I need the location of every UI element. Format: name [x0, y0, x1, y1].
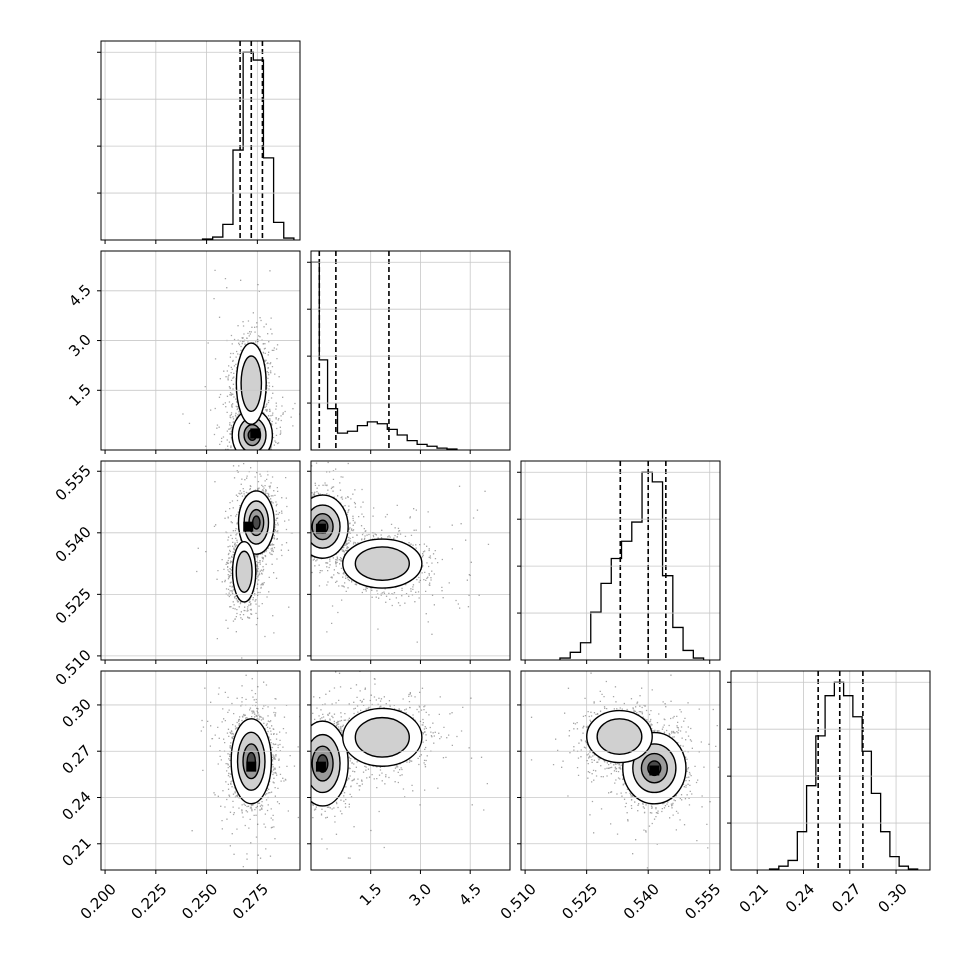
density-contour — [235, 550, 253, 594]
x-tick-label: 0.540 — [620, 880, 663, 923]
axes-frame — [730, 670, 931, 871]
x-tick-label: 4.5 — [455, 880, 485, 910]
histogram-step — [768, 681, 919, 870]
x-tick-label: 0.510 — [497, 880, 540, 923]
axes-frame — [310, 670, 511, 871]
axes-frame — [100, 250, 301, 451]
hist-panel-p0 — [97, 40, 301, 244]
y-tick-label: 0.555 — [52, 461, 95, 504]
plot-area — [311, 461, 490, 643]
plot-area — [311, 671, 488, 859]
y-tick-label: 0.24 — [58, 788, 94, 824]
y-tick-label: 0.525 — [52, 584, 95, 627]
scatter-panel-p0-p3: 0.21 0.24 0.27 0.30 0.200 0.225 0.250 0.275 — [58, 670, 301, 923]
axes-frame — [520, 460, 721, 661]
y-tick-label: 4.5 — [65, 281, 95, 311]
density-contour — [354, 546, 410, 581]
x-tick-label: 0.21 — [736, 880, 772, 916]
x-tick-label: 0.525 — [558, 880, 601, 923]
density-peak — [649, 765, 660, 776]
scatter-panel-p1-p3: 1.5 3.0 4.5 — [307, 670, 511, 910]
axes-frame — [310, 460, 511, 661]
y-tick-label: 1.5 — [65, 380, 95, 410]
density-contour — [240, 355, 263, 413]
histogram-step — [559, 471, 705, 660]
axes-frame — [310, 250, 511, 451]
plot-area — [559, 461, 705, 660]
x-tick-label: 0.27 — [828, 880, 864, 916]
plot-area — [182, 269, 300, 450]
density-contour — [596, 718, 643, 755]
x-tick-label: 0.30 — [874, 880, 910, 916]
x-tick-label: 3.0 — [406, 880, 436, 910]
density-peak — [315, 761, 326, 772]
plot-area — [196, 462, 294, 659]
axes-frame — [100, 460, 301, 661]
y-tick-label: 0.540 — [52, 523, 95, 566]
plot-area — [311, 251, 458, 450]
density-peak — [246, 761, 257, 772]
density-peak — [243, 521, 254, 532]
plot-area — [768, 671, 919, 870]
plot-area — [530, 672, 720, 869]
scatter-panel-p1-p2 — [307, 460, 511, 664]
hist-panel-p3: 0.21 0.24 0.27 0.30 — [727, 670, 931, 916]
x-tick-label: 0.275 — [229, 880, 272, 923]
density-contour — [354, 716, 410, 758]
density-contour — [251, 515, 261, 530]
x-tick-label: 0.200 — [77, 880, 120, 923]
x-tick-label: 0.555 — [681, 880, 724, 923]
x-tick-label: 0.225 — [127, 880, 170, 923]
x-tick-label: 1.5 — [356, 880, 386, 910]
scatter-panel-p2-p3: 0.510 0.525 0.540 0.555 — [497, 670, 724, 923]
histogram-step — [311, 261, 458, 450]
y-tick-label: 0.27 — [58, 741, 94, 777]
hist-panel-p1 — [307, 250, 511, 454]
plot-area — [191, 674, 300, 868]
axes-frame — [520, 670, 721, 871]
y-tick-label: 0.21 — [58, 834, 94, 870]
hist-panel-p2 — [517, 460, 721, 664]
plot-area — [201, 41, 295, 240]
scatter-points — [311, 671, 488, 859]
y-tick-label: 3.0 — [65, 331, 95, 361]
x-tick-label: 0.24 — [782, 880, 818, 916]
y-tick-label: 0.510 — [52, 646, 95, 689]
axes-frame — [100, 670, 301, 871]
y-tick-label: 0.30 — [58, 695, 94, 731]
x-tick-label: 0.250 — [178, 880, 221, 923]
axes-frame — [100, 40, 301, 241]
density-peak — [315, 523, 326, 534]
density-peak — [250, 428, 261, 439]
